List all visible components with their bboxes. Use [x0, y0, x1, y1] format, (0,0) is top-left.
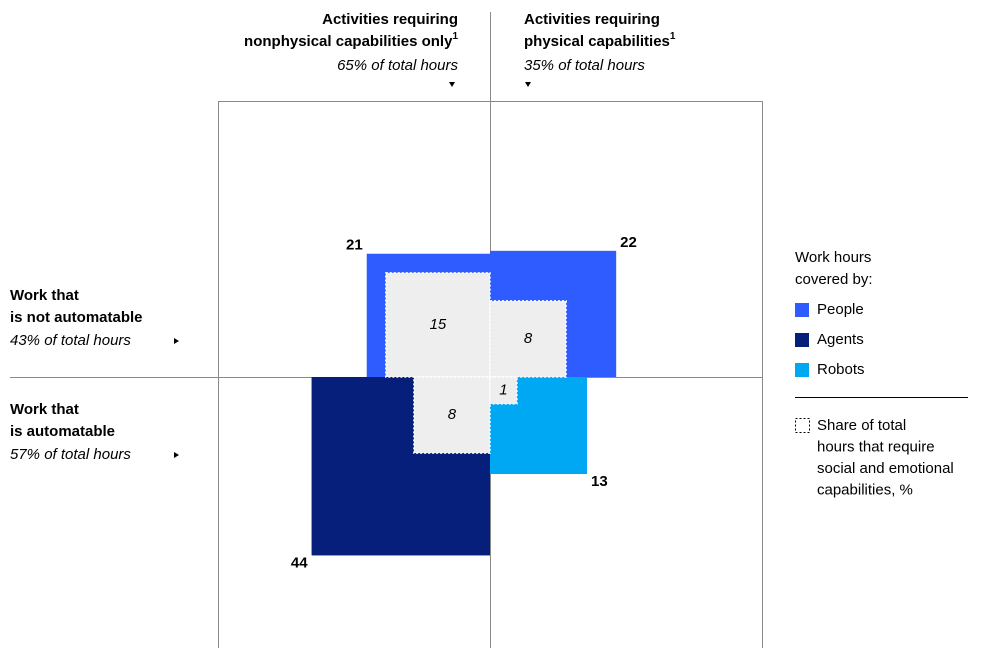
column-title: Activities requiring	[322, 11, 458, 28]
row-arrow	[174, 452, 179, 458]
row-share: 43% of total hours	[10, 332, 131, 349]
legend-note: social and emotional	[817, 460, 954, 477]
value-label: 44	[291, 554, 308, 571]
column-title: nonphysical capabilities only1	[244, 31, 458, 50]
social-label: 8	[524, 330, 533, 347]
row-title: is automatable	[10, 423, 115, 440]
value-label: 21	[346, 237, 363, 254]
legend-social-swatch	[795, 418, 810, 433]
legend-swatch	[795, 303, 809, 317]
row-title: Work that	[10, 401, 79, 418]
social-square	[385, 272, 491, 378]
footnote-marker: 1	[670, 31, 676, 42]
row-arrow	[174, 338, 179, 344]
legend-swatch	[795, 363, 809, 377]
column-title-line: Activities requiring	[524, 11, 660, 28]
legend-label: Agents	[817, 331, 864, 348]
social-square	[489, 376, 518, 405]
social-label: 1	[499, 381, 507, 398]
column-title: Activities requiring	[524, 11, 660, 28]
column-title-line: Activities requiring	[322, 11, 458, 28]
value-label: 22	[620, 234, 637, 251]
legend-label: People	[817, 301, 864, 318]
legend-note: Share of total	[817, 417, 906, 434]
footnote-marker: 1	[452, 31, 458, 42]
column-arrow	[449, 82, 455, 87]
column-title-line: nonphysical capabilities only	[244, 33, 453, 50]
legend-title: covered by:	[795, 271, 873, 288]
row-title: Work that	[10, 287, 79, 304]
legend-title: Work hours	[795, 249, 871, 266]
column-title: physical capabilities1	[524, 31, 676, 50]
value-label: 13	[591, 473, 608, 490]
row-title: is not automatable	[10, 309, 143, 326]
legend-label: Robots	[817, 361, 865, 378]
social-square	[489, 300, 567, 378]
row-share: 57% of total hours	[10, 446, 131, 463]
social-label: 15	[430, 316, 447, 333]
social-label: 8	[448, 406, 457, 423]
column-title-line: physical capabilities	[524, 33, 670, 50]
legend-note: capabilities, %	[817, 481, 913, 498]
legend-note: hours that require	[817, 438, 935, 455]
column-share: 35% of total hours	[524, 57, 645, 74]
column-share: 65% of total hours	[337, 57, 458, 74]
social-square	[413, 376, 491, 454]
column-arrow	[525, 82, 531, 87]
legend-swatch	[795, 333, 809, 347]
